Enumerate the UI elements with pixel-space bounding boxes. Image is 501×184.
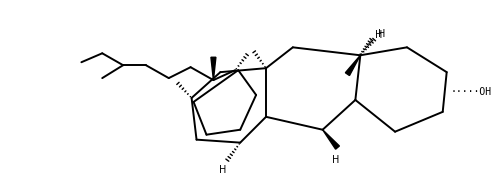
Text: H: H [218, 165, 226, 176]
Polygon shape [323, 130, 339, 149]
Text: H: H [375, 30, 383, 40]
Text: H: H [332, 155, 339, 164]
Polygon shape [345, 55, 360, 76]
Text: ·····OH: ·····OH [451, 87, 492, 97]
Text: H: H [378, 29, 386, 39]
Polygon shape [211, 57, 216, 80]
